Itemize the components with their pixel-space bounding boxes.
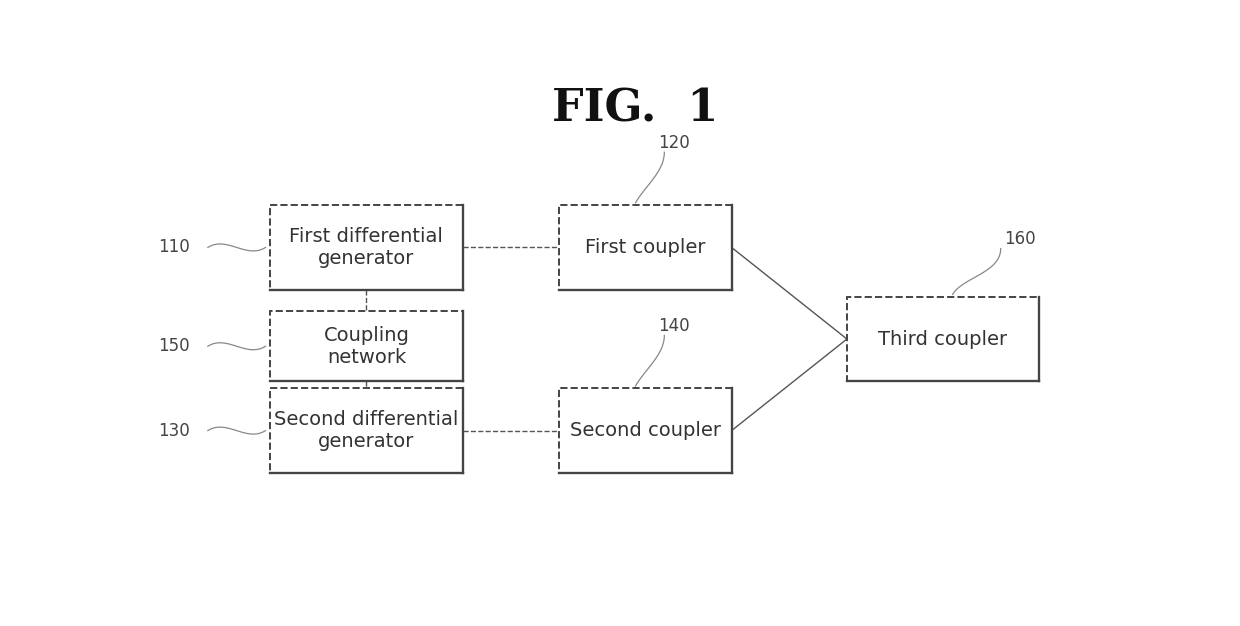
Text: 140: 140: [658, 317, 689, 335]
Text: 120: 120: [658, 133, 689, 151]
Text: First coupler: First coupler: [585, 238, 706, 257]
Bar: [270, 205, 463, 290]
Text: First differential
generator: First differential generator: [289, 227, 444, 268]
Bar: [270, 311, 463, 381]
Bar: [558, 388, 732, 473]
Text: Third coupler: Third coupler: [878, 329, 1008, 349]
Bar: [270, 388, 463, 473]
Text: Coupling
network: Coupling network: [324, 326, 409, 367]
Text: Second coupler: Second coupler: [569, 421, 720, 440]
Text: 130: 130: [159, 421, 190, 439]
Bar: [558, 205, 732, 290]
Text: 150: 150: [159, 337, 190, 356]
Text: FIG.  1: FIG. 1: [552, 88, 719, 130]
Bar: [847, 297, 1039, 381]
Text: 110: 110: [159, 239, 190, 257]
Text: 160: 160: [1004, 230, 1035, 248]
Text: Second differential
generator: Second differential generator: [274, 410, 459, 451]
